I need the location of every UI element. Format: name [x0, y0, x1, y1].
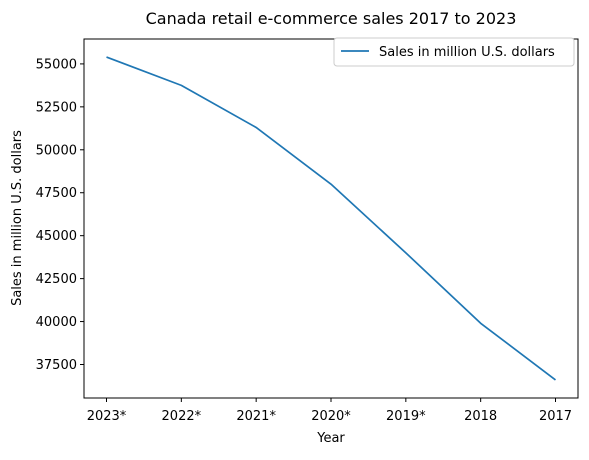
- y-tick-label: 40000: [36, 315, 77, 330]
- y-tick-label: 47500: [36, 186, 77, 201]
- y-tick-label: 55000: [36, 57, 77, 72]
- x-tick-label: 2019*: [386, 409, 426, 424]
- x-tick-label: 2023*: [87, 409, 127, 424]
- x-tick-label: 2022*: [162, 409, 202, 424]
- plot-area: 37500 40000 42500 45000 47500 50000 52500 55000…: [36, 57, 572, 424]
- x-tick-label: 2021*: [236, 409, 276, 424]
- plot-frame: [84, 39, 578, 398]
- y-tick-label: 37500: [36, 358, 77, 373]
- series-line: [107, 57, 556, 380]
- y-tick-label: 45000: [36, 229, 77, 244]
- x-tick-label: 2017: [539, 409, 572, 424]
- y-tick-label: 52500: [36, 100, 77, 115]
- y-tick-label: 42500: [36, 272, 77, 287]
- legend: Sales in million U.S. dollars: [334, 38, 574, 66]
- x-tick-label: 2018: [464, 409, 497, 424]
- x-tick-label: 2020*: [311, 409, 351, 424]
- y-tick-label: 50000: [36, 143, 77, 158]
- legend-label: Sales in million U.S. dollars: [379, 45, 555, 60]
- x-axis-label: Year: [316, 431, 345, 446]
- y-axis-label: Sales in million U.S. dollars: [10, 130, 25, 306]
- chart-title: Canada retail e-commerce sales 2017 to 2…: [146, 9, 517, 28]
